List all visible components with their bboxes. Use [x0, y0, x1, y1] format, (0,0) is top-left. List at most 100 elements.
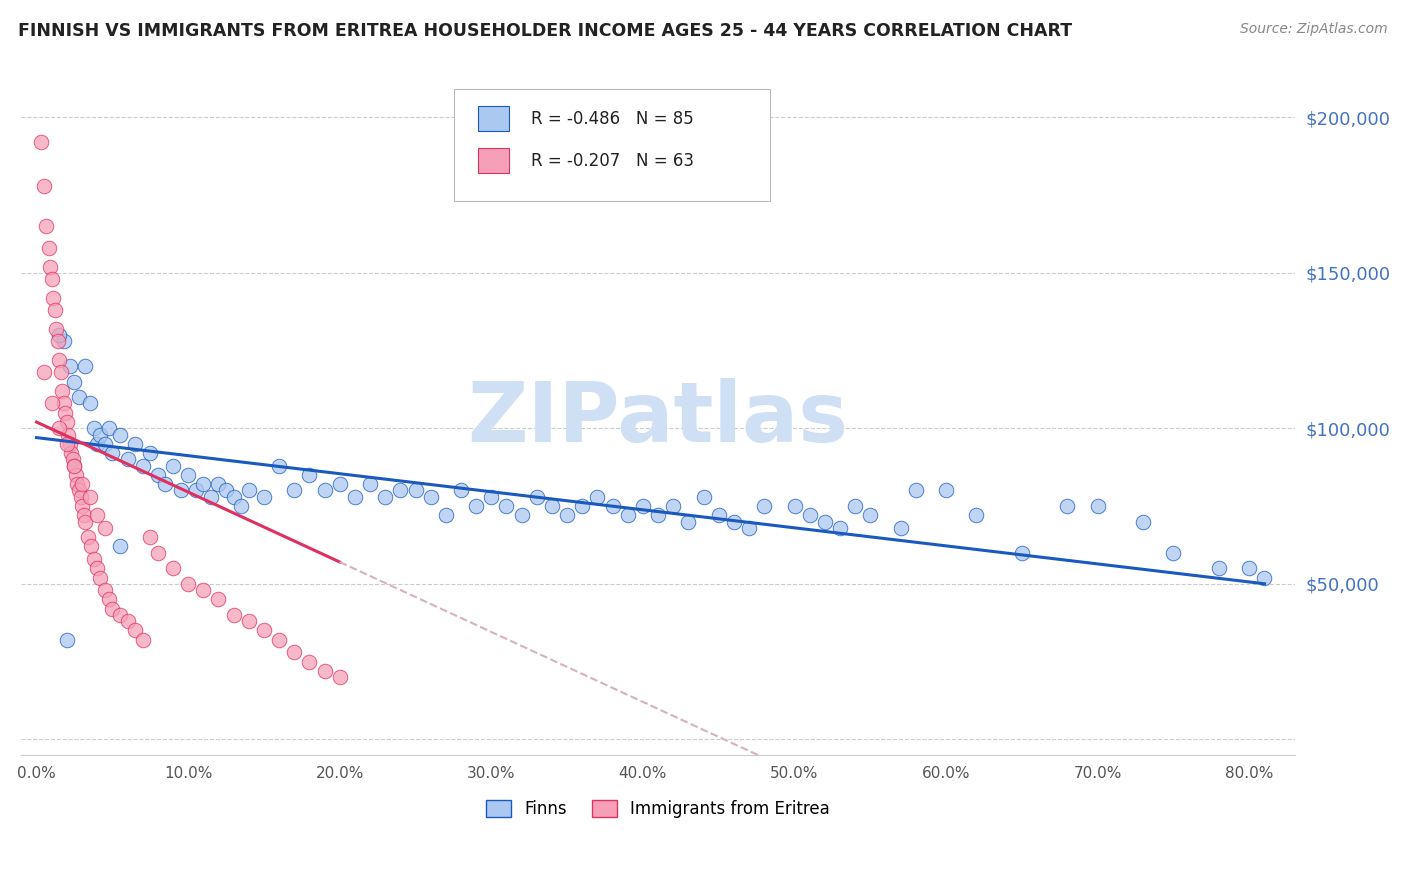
Point: [124, 437, 146, 451]
Text: R = -0.486   N = 85: R = -0.486 N = 85: [531, 110, 695, 128]
Point: [890, 521, 912, 535]
Point: [1239, 561, 1261, 575]
Point: [30, 135, 52, 149]
Point: [63, 375, 86, 389]
Point: [904, 483, 927, 498]
Point: [1056, 499, 1078, 513]
Point: [283, 645, 305, 659]
Point: [34, 219, 56, 234]
Point: [169, 483, 191, 498]
Point: [67, 390, 90, 404]
Point: [41, 272, 63, 286]
Point: [389, 483, 412, 498]
Point: [828, 521, 851, 535]
Point: [1163, 546, 1185, 560]
Point: [555, 508, 578, 523]
Point: [38, 241, 60, 255]
Point: [1253, 570, 1275, 584]
Point: [70, 499, 93, 513]
Point: [53, 406, 76, 420]
Point: [298, 655, 321, 669]
Point: [602, 499, 624, 513]
Point: [510, 508, 533, 523]
Legend: Finns, Immigrants from Eritrea: Finns, Immigrants from Eritrea: [479, 793, 837, 825]
Point: [479, 490, 502, 504]
Point: [63, 458, 86, 473]
Point: [56, 632, 79, 647]
Point: [238, 483, 260, 498]
Point: [75, 359, 97, 373]
Point: [70, 477, 93, 491]
Point: [52, 396, 75, 410]
Point: [46, 334, 69, 349]
Text: R = -0.207   N = 63: R = -0.207 N = 63: [531, 152, 695, 169]
Point: [44, 303, 66, 318]
Point: [238, 614, 260, 628]
Point: [83, 421, 105, 435]
Text: Source: ZipAtlas.com: Source: ZipAtlas.com: [1240, 22, 1388, 37]
Text: FINNISH VS IMMIGRANTS FROM ERITREA HOUSEHOLDER INCOME AGES 25 - 44 YEARS CORRELA: FINNISH VS IMMIGRANTS FROM ERITREA HOUSE…: [18, 22, 1073, 40]
Point: [231, 499, 253, 513]
Point: [94, 521, 117, 535]
Point: [42, 291, 65, 305]
Point: [66, 477, 89, 491]
Point: [86, 508, 108, 523]
Point: [32, 178, 55, 193]
Point: [1087, 499, 1109, 513]
Point: [59, 437, 82, 451]
Point: [177, 576, 200, 591]
Point: [117, 614, 139, 628]
Point: [465, 499, 488, 513]
Point: [139, 530, 162, 544]
Point: [94, 582, 117, 597]
Point: [131, 632, 153, 647]
Point: [98, 592, 121, 607]
Point: [139, 446, 162, 460]
Point: [207, 592, 229, 607]
Point: [41, 396, 63, 410]
Point: [56, 415, 79, 429]
Point: [314, 664, 336, 678]
Point: [77, 530, 100, 544]
Point: [343, 490, 366, 504]
Point: [298, 467, 321, 482]
Point: [269, 458, 291, 473]
Point: [80, 540, 103, 554]
Point: [222, 607, 245, 622]
Point: [541, 499, 564, 513]
Point: [131, 458, 153, 473]
Point: [146, 546, 169, 560]
Point: [117, 452, 139, 467]
Point: [193, 477, 215, 491]
Point: [72, 508, 94, 523]
Point: [49, 365, 72, 379]
Point: [146, 467, 169, 482]
Point: [101, 601, 124, 615]
Point: [253, 490, 276, 504]
Point: [586, 490, 609, 504]
Point: [60, 446, 83, 460]
Point: [434, 508, 457, 523]
Point: [67, 483, 90, 498]
Point: [799, 508, 821, 523]
Point: [314, 483, 336, 498]
Point: [678, 515, 700, 529]
Point: [59, 359, 82, 373]
Point: [814, 515, 837, 529]
Point: [177, 467, 200, 482]
Point: [495, 499, 517, 513]
Point: [39, 260, 62, 274]
Point: [75, 515, 97, 529]
Point: [859, 508, 882, 523]
Point: [662, 499, 685, 513]
Point: [269, 632, 291, 647]
Point: [45, 322, 67, 336]
Point: [155, 477, 177, 491]
Point: [193, 582, 215, 597]
Point: [108, 540, 131, 554]
Point: [647, 508, 669, 523]
Point: [419, 490, 441, 504]
Point: [616, 508, 638, 523]
Point: [101, 446, 124, 460]
Point: [52, 334, 75, 349]
